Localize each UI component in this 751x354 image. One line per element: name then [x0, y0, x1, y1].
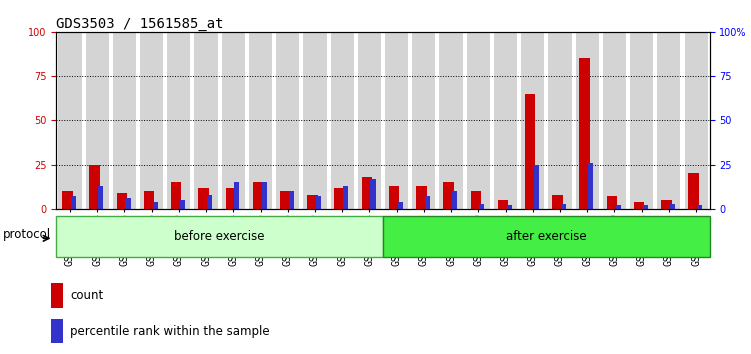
Bar	[634, 202, 644, 209]
Bar	[343, 186, 348, 209]
Bar	[452, 191, 457, 209]
Bar	[548, 32, 572, 209]
Bar	[362, 177, 372, 209]
Bar	[689, 173, 698, 209]
Bar	[330, 32, 354, 209]
Bar	[603, 32, 626, 209]
Bar	[416, 186, 427, 209]
Bar	[171, 182, 182, 209]
Bar	[643, 205, 648, 209]
Bar	[140, 32, 163, 209]
Bar	[439, 32, 463, 209]
Bar	[661, 200, 671, 209]
Text: after exercise: after exercise	[506, 230, 587, 243]
Bar	[59, 32, 82, 209]
Bar	[125, 198, 131, 209]
Text: GDS3503 / 1561585_at: GDS3503 / 1561585_at	[56, 17, 224, 31]
Bar	[307, 195, 318, 209]
Bar	[261, 182, 267, 209]
Bar	[144, 191, 154, 209]
Bar	[316, 196, 321, 209]
Bar	[225, 188, 236, 209]
Bar	[443, 182, 454, 209]
Bar	[616, 205, 620, 209]
Text: protocol: protocol	[3, 228, 51, 241]
Bar	[552, 195, 562, 209]
Bar	[89, 165, 100, 209]
Bar	[357, 32, 381, 209]
Bar	[521, 32, 544, 209]
Bar	[303, 32, 327, 209]
Bar	[86, 32, 109, 209]
Bar	[561, 204, 566, 209]
Bar	[697, 205, 702, 209]
Bar	[71, 196, 76, 209]
Bar	[253, 182, 263, 209]
Bar	[385, 32, 409, 209]
Bar	[289, 191, 294, 209]
Bar	[51, 283, 63, 308]
Bar	[507, 205, 511, 209]
Bar	[234, 182, 240, 209]
Bar	[116, 193, 127, 209]
Bar	[494, 32, 517, 209]
Bar	[167, 32, 191, 209]
Bar	[98, 186, 104, 209]
Bar	[276, 32, 300, 209]
Text: count: count	[70, 290, 103, 302]
Text: percentile rank within the sample: percentile rank within the sample	[70, 325, 270, 338]
Bar	[152, 202, 158, 209]
Bar	[398, 202, 403, 209]
Bar	[113, 32, 136, 209]
Bar	[370, 179, 376, 209]
Bar	[180, 200, 185, 209]
Bar	[630, 32, 653, 209]
Bar	[207, 195, 213, 209]
Bar	[249, 32, 272, 209]
Bar	[412, 32, 436, 209]
Bar	[51, 319, 63, 343]
Bar	[56, 216, 383, 257]
Bar	[498, 200, 508, 209]
Bar	[580, 58, 590, 209]
Bar	[525, 94, 535, 209]
Bar	[575, 32, 599, 209]
Bar	[425, 196, 430, 209]
Bar	[198, 188, 209, 209]
Bar	[657, 32, 680, 209]
Bar	[195, 32, 218, 209]
Bar	[383, 216, 710, 257]
Text: before exercise: before exercise	[174, 230, 265, 243]
Bar	[684, 32, 707, 209]
Bar	[334, 188, 345, 209]
Bar	[62, 191, 73, 209]
Bar	[479, 204, 484, 209]
Bar	[222, 32, 245, 209]
Bar	[607, 196, 617, 209]
Bar	[280, 191, 291, 209]
Bar	[389, 186, 400, 209]
Bar	[471, 191, 481, 209]
Bar	[588, 163, 593, 209]
Bar	[534, 165, 539, 209]
Bar	[466, 32, 490, 209]
Bar	[670, 204, 675, 209]
